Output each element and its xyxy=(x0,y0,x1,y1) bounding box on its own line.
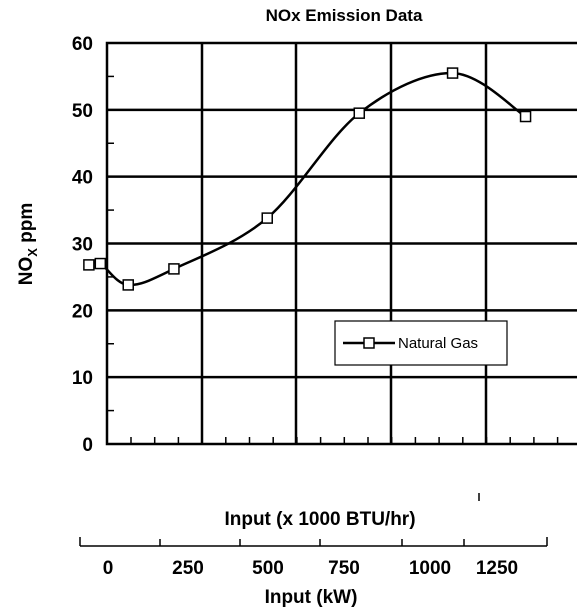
y-tick-label: 50 xyxy=(72,101,93,122)
y-axis-label-main: NO xyxy=(16,257,37,286)
y-tick-label: 30 xyxy=(72,235,93,256)
data-point-marker xyxy=(519,110,532,123)
data-point-marker xyxy=(94,257,107,270)
data-point-marker xyxy=(83,259,95,271)
kw-tick-label: 1000 xyxy=(409,558,451,579)
y-tick-labels: 0 10 20 30 40 50 60 xyxy=(72,34,93,456)
legend-marker xyxy=(363,337,375,349)
kw-tick-label: 750 xyxy=(328,558,360,579)
x-axis-label-btu: Input (x 1000 BTU/hr) xyxy=(224,509,415,530)
legend-label: Natural Gas xyxy=(398,335,478,352)
data-point-marker xyxy=(122,279,134,291)
minor-ticks xyxy=(107,75,559,444)
chart-title: NOx Emission Data xyxy=(266,6,423,25)
y-tick-label: 60 xyxy=(72,34,93,55)
series-points xyxy=(83,67,532,291)
y-tick-label: 40 xyxy=(72,168,93,189)
y-axis-label: NOX ppm xyxy=(16,203,40,286)
plot-frame xyxy=(105,41,577,446)
y-tick-label: 10 xyxy=(72,368,93,389)
y-tick-label: 20 xyxy=(72,301,93,322)
data-point-marker xyxy=(446,67,459,79)
kw-axis: 0 250 500 750 1000 1250 xyxy=(79,537,548,579)
kw-tick-label: 0 xyxy=(103,558,114,579)
data-point-marker xyxy=(261,212,273,224)
grid-lines xyxy=(107,43,577,444)
legend: Natural Gas xyxy=(334,320,508,366)
data-point-marker xyxy=(353,107,366,119)
y-axis-label-subscript: X xyxy=(25,248,40,257)
x-axis-label-kw: Input (kW) xyxy=(265,587,358,608)
kw-tick-label: 250 xyxy=(172,558,204,579)
y-tick-label: 0 xyxy=(82,435,93,456)
y-axis-label-suffix: ppm xyxy=(16,203,37,248)
series-line-natural-gas xyxy=(88,71,527,287)
kw-tick-label: 500 xyxy=(252,558,284,579)
data-point-marker xyxy=(168,263,180,275)
kw-tick-label: 1250 xyxy=(476,558,518,579)
